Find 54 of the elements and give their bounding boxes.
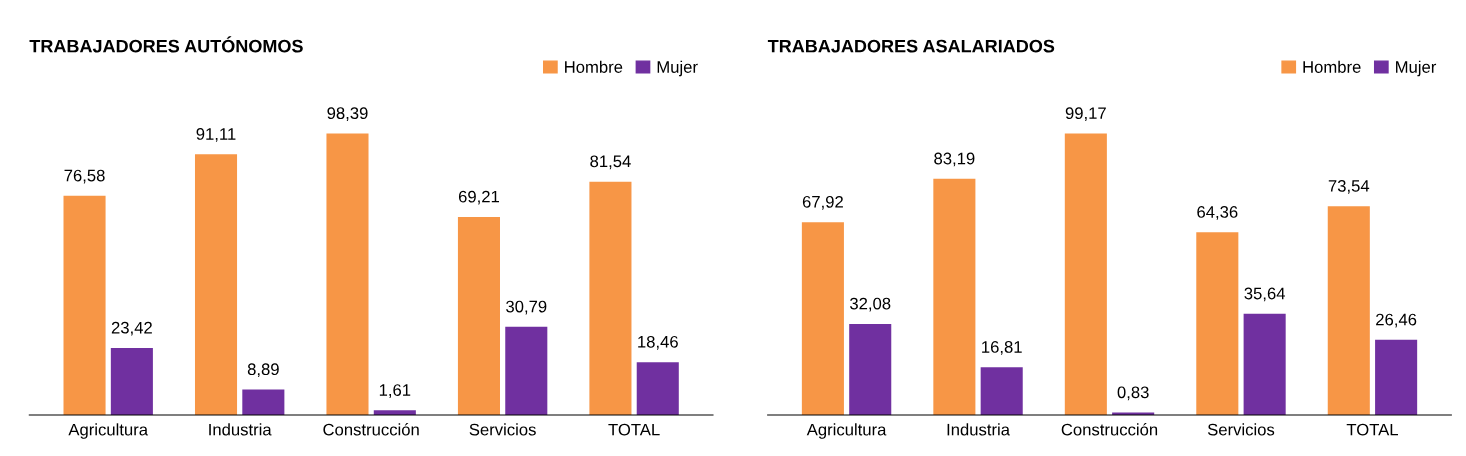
x-tick-label: Construcción	[1061, 423, 1158, 436]
data-label: 91,11	[196, 128, 236, 142]
x-tick-label: Servicios	[469, 423, 536, 436]
data-label: 0,83	[1117, 386, 1149, 401]
x-tick-label: TOTAL	[608, 423, 660, 436]
data-label: 81,54	[590, 155, 631, 170]
x-tick-label: Agricultura	[806, 423, 887, 439]
data-label: 18,46	[638, 335, 678, 350]
bar	[110, 347, 153, 415]
bar	[636, 362, 679, 415]
data-label: 83,19	[934, 152, 975, 167]
data-label: 23,42	[111, 321, 152, 336]
bar	[63, 195, 106, 415]
data-label: 73,54	[1328, 179, 1370, 194]
legend-label: Hombre	[1303, 60, 1361, 73]
bar	[1196, 232, 1239, 415]
bar	[1064, 133, 1107, 415]
bar	[801, 222, 844, 415]
bar	[1375, 339, 1418, 415]
bar	[849, 323, 892, 415]
legend-label: Hombre	[565, 60, 623, 73]
bar	[1327, 206, 1370, 415]
data-label: 1,61	[379, 384, 411, 398]
x-tick-label: TOTAL	[1346, 423, 1398, 436]
bar	[980, 367, 1023, 415]
bar	[505, 326, 548, 415]
data-label: 26,46	[1376, 313, 1417, 328]
data-label: 35,64	[1244, 287, 1286, 302]
x-tick-label: Industria	[209, 423, 272, 436]
legend-label: Mujer	[1396, 60, 1437, 77]
x-tick-label: Construcción	[323, 423, 419, 436]
x-tick-label: Industria	[947, 423, 1010, 436]
data-label: 98,39	[327, 107, 368, 121]
data-label: 76,58	[64, 169, 105, 184]
bar	[933, 178, 976, 415]
data-label: 64,36	[1197, 206, 1238, 220]
data-label: 99,17	[1065, 107, 1106, 121]
bar	[242, 389, 285, 415]
data-label: 16,81	[982, 341, 1022, 355]
bar	[194, 154, 238, 415]
data-label: 32,08	[850, 297, 891, 312]
legend-label: Mujer	[657, 60, 698, 77]
bar	[457, 216, 500, 415]
data-label: 69,21	[458, 190, 499, 205]
chart-title: TRABAJADORES AUTÓNOMOS	[29, 36, 303, 53]
data-label: 8,89	[247, 363, 279, 378]
bar	[589, 181, 632, 415]
x-tick-label: Servicios	[1207, 423, 1275, 436]
data-label: 67,92	[802, 195, 843, 210]
bar	[1243, 313, 1286, 415]
chart-title: TRABAJADORES ASALARIADOS	[767, 39, 1055, 53]
x-tick-label: Agricultura	[68, 423, 149, 439]
bar	[326, 133, 369, 415]
data-label: 30,79	[506, 300, 547, 315]
